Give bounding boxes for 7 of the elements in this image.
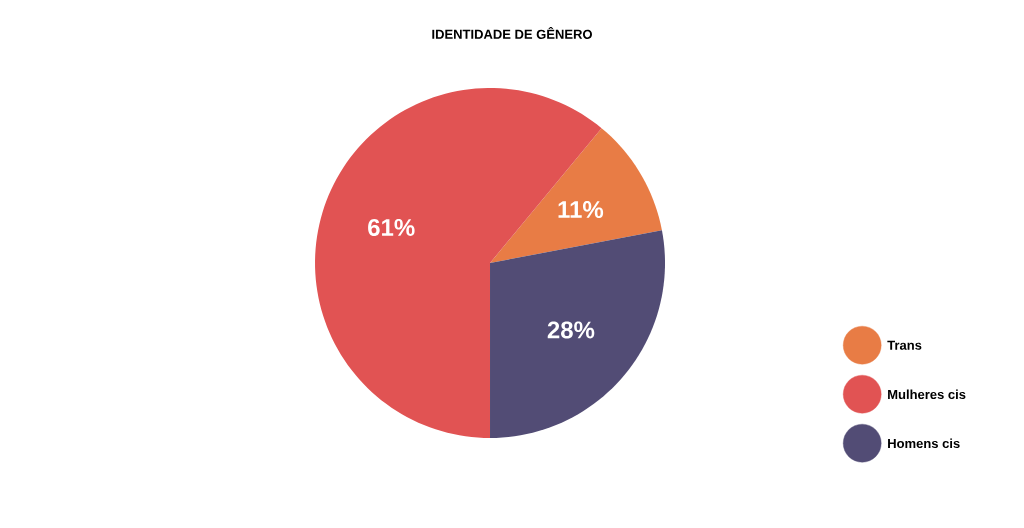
chart-title: IDENTIDADE DE GÊNERO	[432, 27, 592, 39]
legend-label: Homens cis	[888, 438, 960, 449]
data-label: 61%	[368, 218, 415, 236]
legend-label: Mulheres cis	[888, 389, 966, 400]
legend-label: Trans	[887, 340, 922, 350]
data-label: 11%	[558, 201, 604, 218]
data-label: 28%	[547, 321, 595, 339]
